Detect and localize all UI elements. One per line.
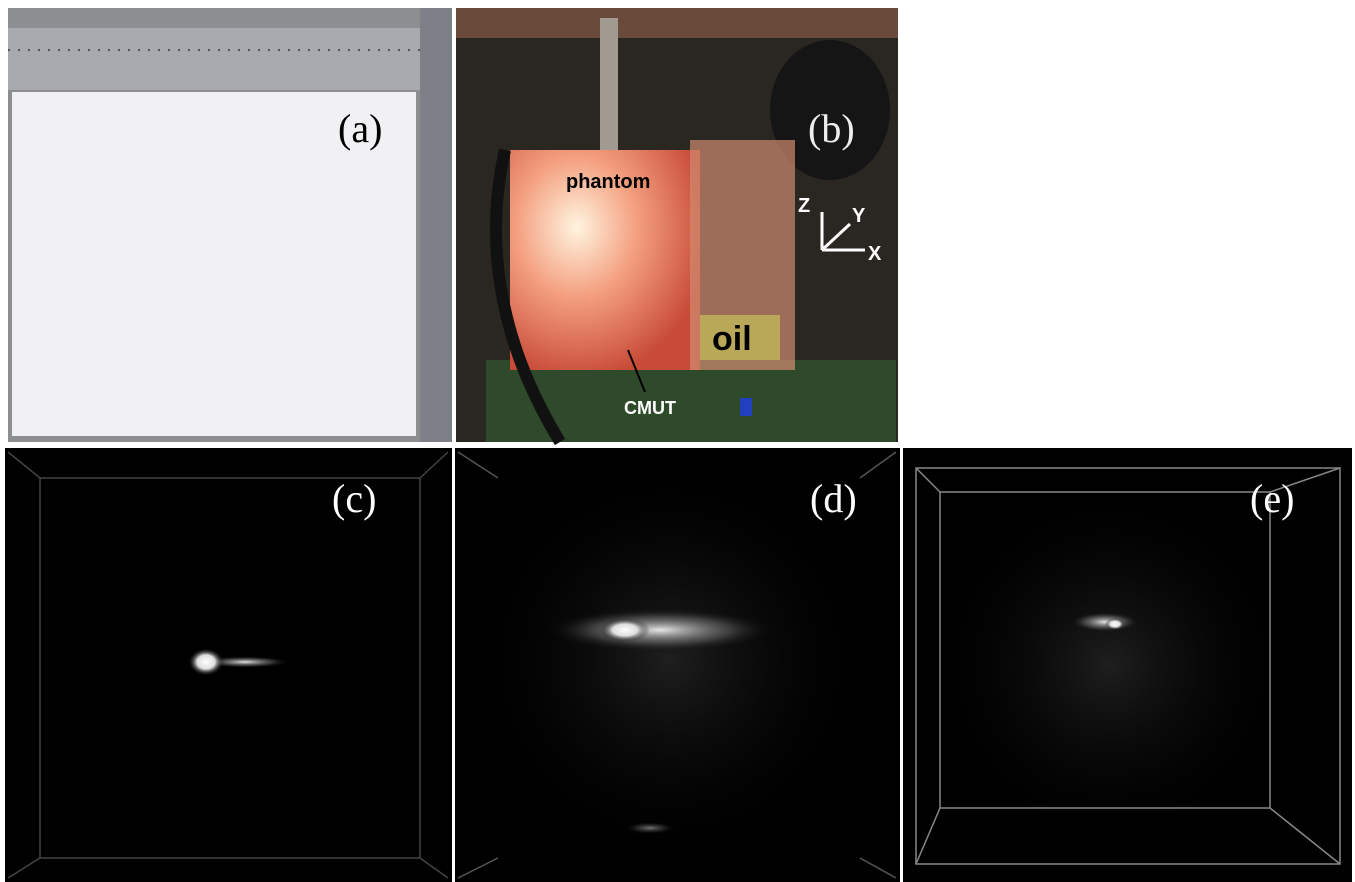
axis-label: X — [868, 243, 882, 265]
panel-a: (a) — [8, 8, 452, 442]
axis-label: Y — [852, 205, 866, 227]
signal-region — [545, 608, 775, 652]
ruler-vertical — [420, 8, 452, 442]
panel-c: (c) — [5, 448, 452, 882]
signal-region — [1070, 612, 1140, 632]
panel-label: (b) — [808, 106, 855, 151]
signal-faint — [625, 822, 675, 834]
ruler — [8, 28, 420, 90]
signal-spot — [1105, 618, 1125, 630]
panel-label: (c) — [332, 476, 376, 521]
signal-spot — [600, 618, 650, 642]
panel-b: phantom oil CMUT Z Y X (b) — [456, 8, 898, 442]
rod — [600, 18, 618, 158]
annotation: phantom — [566, 171, 650, 193]
panel-d: (d) — [455, 448, 900, 882]
component — [740, 398, 752, 416]
signal-spot — [188, 648, 224, 676]
annotation: oil — [712, 320, 752, 358]
figure: (a) phantom oil CMUT Z Y X (b) — [0, 0, 1355, 882]
axis-label: Z — [798, 195, 810, 217]
speckle-haze — [920, 475, 1300, 855]
panel-e: (e) — [903, 448, 1352, 882]
frame-bar — [456, 8, 898, 38]
annotation: CMUT — [624, 398, 676, 418]
panel-label: (a) — [338, 106, 382, 151]
panel-label: (e) — [1250, 476, 1294, 521]
panel-label: (d) — [810, 476, 857, 521]
